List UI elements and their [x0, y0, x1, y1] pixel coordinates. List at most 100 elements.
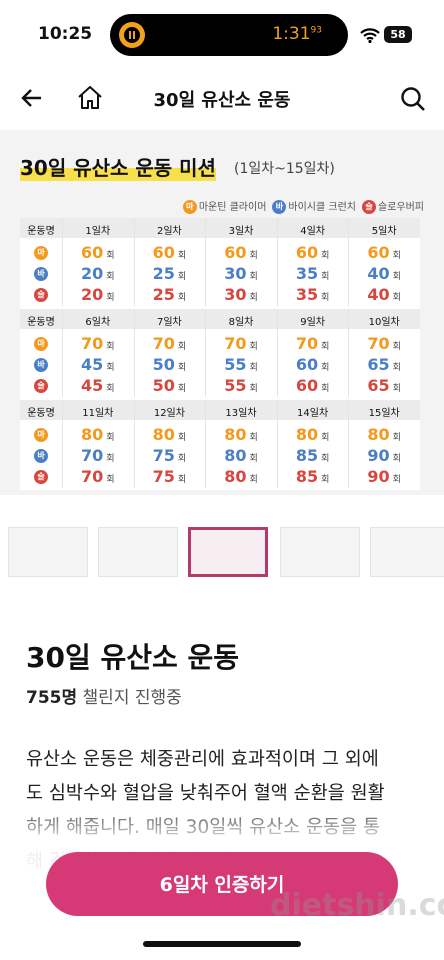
value-cell: 80 회	[205, 467, 277, 486]
legend-item: 바 바이시클 크런치	[272, 198, 356, 214]
value-cell: 45 회	[62, 355, 134, 374]
column-divider	[276, 400, 278, 488]
value-cell: 50 회	[134, 376, 206, 395]
value: 60	[81, 243, 104, 262]
value-cell: 45 회	[62, 376, 134, 395]
unit: 회	[392, 251, 401, 261]
column-divider	[205, 309, 207, 397]
timer-fraction: 93	[310, 25, 322, 36]
badge: 바	[34, 449, 48, 463]
header-cell: 운동명	[27, 408, 55, 419]
day-header: 6일차	[85, 317, 111, 328]
day-header: 2일차	[157, 226, 182, 237]
value-cell: 60 회	[277, 355, 349, 374]
challenge-status: 챌린지 진행중	[82, 688, 182, 708]
thumbnail[interactable]	[8, 527, 88, 577]
unit: 회	[249, 475, 258, 485]
home-indicator	[143, 941, 301, 947]
value-cell: 20 회	[62, 264, 134, 283]
unit: 회	[177, 251, 187, 261]
unit: 회	[249, 363, 258, 373]
value: 80	[152, 425, 175, 444]
value-cell: 65 회	[348, 376, 420, 395]
column-divider	[133, 218, 135, 306]
value: 80	[224, 425, 247, 444]
value-cell: 30 회	[205, 285, 277, 304]
value: 60	[295, 355, 319, 374]
thumbnail[interactable]	[280, 527, 360, 577]
description-line: 유산소 운동은 체중관리에 효과적이며 그 외에	[26, 749, 379, 770]
day-header: 11일차	[82, 408, 114, 419]
value-cell: 55 회	[205, 376, 277, 395]
unit: 회	[392, 384, 401, 394]
unit: 회	[321, 433, 330, 443]
day-header: 13일차	[225, 408, 257, 419]
clock: 10:25	[38, 24, 93, 44]
value-cell: 85 회	[277, 446, 349, 465]
unit: 회	[392, 272, 401, 282]
header-cell: 운동명	[27, 226, 55, 237]
value: 70	[295, 334, 319, 353]
badge: 마	[34, 337, 48, 351]
certify-button[interactable]: 6일차 인증하기	[46, 852, 398, 916]
participant-count: 755명	[26, 688, 78, 708]
header-cell: 운동명	[27, 317, 55, 328]
unit: 회	[177, 293, 187, 303]
timer: 1:3193	[272, 24, 322, 44]
back-button[interactable]	[20, 86, 44, 110]
unit: 회	[249, 293, 258, 303]
thumbnail[interactable]	[188, 527, 268, 577]
thumbnail[interactable]	[370, 527, 444, 577]
value: 45	[81, 376, 104, 395]
value-cell: 40 회	[348, 264, 420, 283]
column-divider	[276, 309, 278, 397]
value: 75	[152, 446, 175, 465]
unit: 회	[249, 251, 258, 261]
value: 60	[367, 243, 390, 262]
unit: 회	[392, 454, 401, 464]
value: 70	[81, 446, 104, 465]
unit: 회	[321, 342, 330, 352]
badge: 슬	[362, 200, 376, 214]
value-cell: 20 회	[62, 285, 134, 304]
value-cell: 35 회	[277, 264, 349, 283]
banner-subtitle: (1일차~15일차)	[234, 161, 335, 177]
value: 40	[367, 285, 390, 304]
value: 70	[152, 334, 175, 353]
column-divider	[62, 218, 63, 306]
value: 80	[81, 425, 104, 444]
column-divider	[348, 400, 350, 488]
unit: 회	[321, 251, 330, 261]
value: 60	[295, 376, 319, 395]
value: 65	[367, 376, 390, 395]
watermark: dietshin.com	[270, 888, 444, 923]
day-header: 10일차	[368, 317, 400, 328]
thumbnail[interactable]	[98, 527, 178, 577]
value-cell: 25 회	[134, 285, 206, 304]
unit: 회	[106, 293, 115, 303]
value-cell: 60 회	[348, 243, 420, 262]
value-cell: 70 회	[277, 334, 349, 353]
banner-title: 30일 유산소 운동 미션	[20, 152, 216, 181]
value: 35	[295, 285, 319, 304]
search-button[interactable]	[400, 86, 426, 112]
legend: 마 마운틴 클라이머 바 바이시클 크런치 슬 슬로우버피	[182, 198, 424, 214]
unit: 회	[177, 384, 187, 394]
unit: 회	[106, 363, 115, 373]
home-button[interactable]	[76, 84, 104, 112]
unit: 회	[321, 363, 330, 373]
badge: 슬	[34, 379, 48, 393]
value: 35	[295, 264, 319, 283]
unit: 회	[177, 272, 187, 282]
day-header: 1일차	[85, 226, 111, 237]
value: 85	[295, 467, 319, 486]
day-header: 8일차	[228, 317, 254, 328]
header-row	[20, 400, 420, 420]
value-cell: 60 회	[134, 243, 206, 262]
unit: 회	[321, 454, 330, 464]
value: 90	[367, 446, 390, 465]
value: 60	[224, 243, 247, 262]
value-cell: 80 회	[348, 425, 420, 444]
value: 20	[81, 285, 104, 304]
column-divider	[62, 309, 63, 397]
